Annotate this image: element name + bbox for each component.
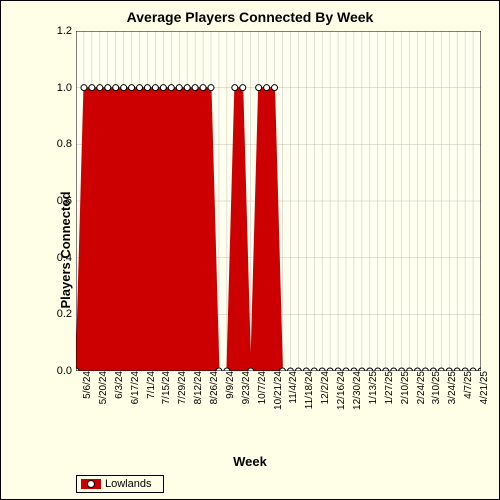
x-tick-label: 7/1/24	[144, 371, 157, 399]
x-tick-label: 10/21/24	[271, 371, 284, 410]
y-tick-label: 0.6	[57, 195, 76, 207]
x-tick-label: 1/13/25	[366, 371, 379, 404]
x-axis-label: Week	[1, 454, 499, 469]
x-tick-label: 5/6/24	[80, 371, 93, 399]
x-tick-label: 3/24/25	[445, 371, 458, 404]
y-axis-label: Players Connected	[58, 191, 73, 308]
x-tick-label: 10/7/24	[255, 371, 268, 404]
x-tick-label: 9/9/24	[223, 371, 236, 399]
x-tick-label: 3/10/25	[429, 371, 442, 404]
x-tick-label: 8/26/24	[207, 371, 220, 404]
x-tick-label: 2/24/25	[414, 371, 427, 404]
x-tick-label: 12/2/24	[318, 371, 331, 404]
x-tick-label: 6/17/24	[128, 371, 141, 404]
x-tick-label: 11/18/24	[302, 371, 315, 409]
y-tick-label: 0.4	[57, 252, 76, 264]
legend-swatch	[81, 479, 101, 489]
y-tick-label: 0.2	[57, 308, 76, 320]
x-tick-label: 8/12/24	[191, 371, 204, 404]
plot-svg	[76, 31, 481, 371]
legend-label: Lowlands	[105, 478, 151, 490]
x-tick-label: 2/10/25	[398, 371, 411, 404]
x-tick-label: 12/16/24	[334, 371, 347, 410]
x-tick-label: 11/4/24	[286, 371, 299, 404]
legend: Lowlands	[76, 475, 164, 493]
x-tick-label: 5/20/24	[96, 371, 109, 404]
y-tick-label: 0.8	[57, 138, 76, 150]
x-tick-label: 12/30/24	[350, 371, 363, 410]
x-tick-label: 6/3/24	[112, 371, 125, 399]
x-tick-label: 7/15/24	[159, 371, 172, 404]
x-tick-label: 4/21/25	[477, 371, 490, 404]
plot-area: 0.00.20.40.60.81.01.25/6/245/20/246/3/24…	[76, 31, 481, 371]
y-tick-label: 1.0	[57, 82, 76, 94]
chart-title: Average Players Connected By Week	[1, 9, 499, 25]
x-tick-label: 1/27/25	[382, 371, 395, 404]
x-tick-label: 7/29/24	[175, 371, 188, 404]
x-tick-label: 4/7/25	[461, 371, 474, 399]
y-tick-label: 0.0	[57, 365, 76, 377]
y-tick-label: 1.2	[57, 25, 76, 37]
chart-container: Average Players Connected By Week Player…	[0, 0, 500, 500]
x-tick-label: 9/23/24	[239, 371, 252, 404]
